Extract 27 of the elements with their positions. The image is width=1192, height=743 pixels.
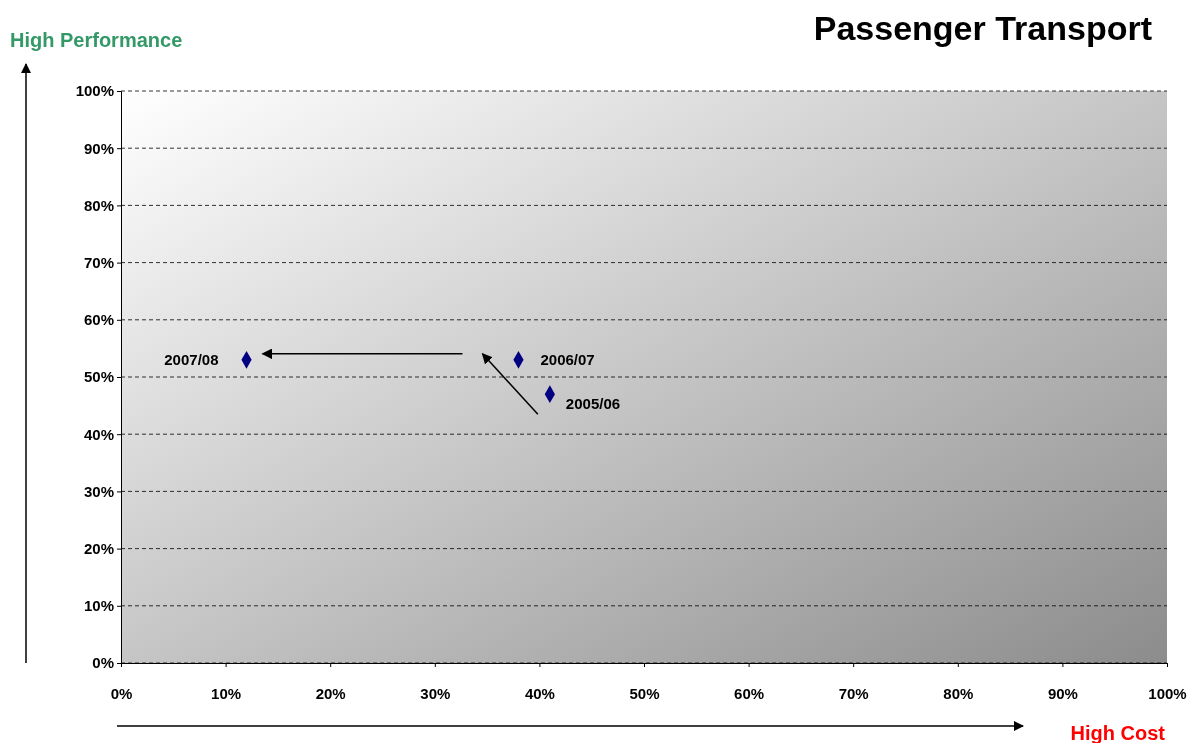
x-tick-label: 50% [629, 684, 660, 702]
y-tick-label: 50% [83, 368, 114, 386]
annotation: 2007/08 [164, 351, 219, 369]
annotation: 2006/07 [540, 351, 595, 369]
y-tick-label: 40% [83, 425, 114, 443]
y-tick-label: 100% [75, 82, 114, 100]
y-tick-label: 90% [83, 139, 114, 157]
y-axis-title: High Performance [10, 29, 183, 51]
x-tick-label: 90% [1047, 684, 1078, 702]
x-tick-label: 100% [1148, 684, 1187, 702]
y-tick-label: 80% [83, 196, 114, 214]
y-tick-label: 10% [83, 597, 114, 615]
x-tick-label: 10% [211, 684, 242, 702]
x-tick-label: 20% [315, 684, 346, 702]
annotation: 2005/06 [565, 395, 621, 413]
y-tick-label: 60% [83, 311, 114, 329]
x-tick-label: 60% [734, 684, 765, 702]
y-tick-label: 20% [83, 539, 114, 557]
y-tick-label: 0% [92, 654, 114, 672]
chart-title: Passenger Transport [813, 9, 1152, 47]
x-tick-label: 0% [110, 684, 133, 702]
x-tick-label: 80% [943, 684, 974, 702]
x-tick-label: 40% [524, 684, 555, 702]
y-tick-label: 30% [83, 482, 114, 500]
x-tick-label: 70% [838, 684, 869, 702]
x-tick-label: 30% [420, 684, 451, 702]
y-tick-label: 70% [83, 253, 114, 271]
